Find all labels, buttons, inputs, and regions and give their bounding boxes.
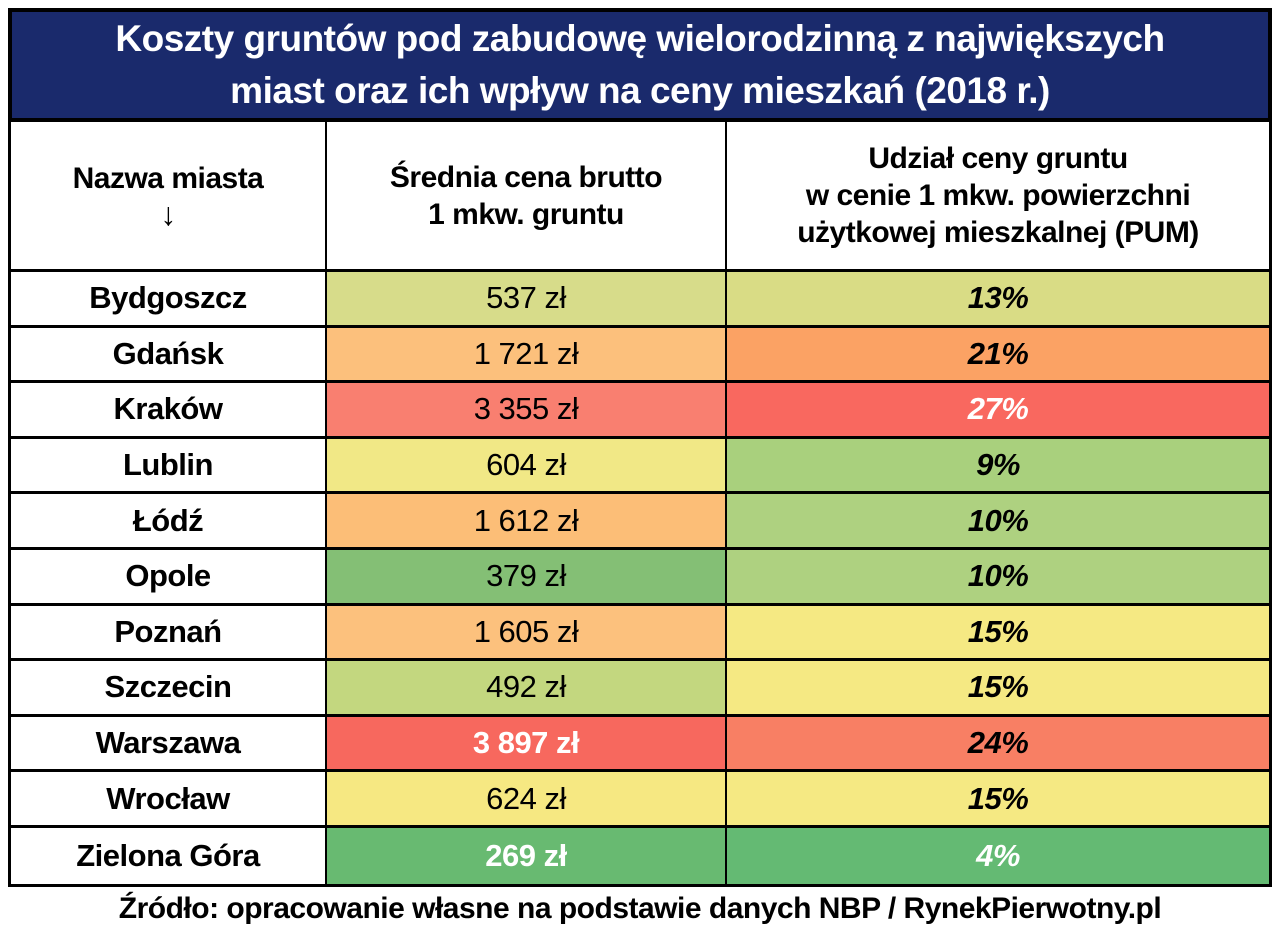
share-cell: 13% [727, 272, 1269, 328]
price-cell: 3 355 zł [327, 383, 727, 439]
share-cell: 24% [727, 716, 1269, 773]
column-header-price: Średnia cena brutto 1 mkw. gruntu [327, 122, 727, 272]
city-cell: Warszawa [11, 716, 327, 773]
column-header-share: Udział ceny gruntu w cenie 1 mkw. powier… [727, 122, 1269, 272]
share-cell: 15% [727, 661, 1269, 717]
price-cell: 379 zł [327, 549, 727, 606]
price-cell: 492 zł [327, 661, 727, 717]
city-cell: Szczecin [11, 661, 327, 717]
price-cell: 604 zł [327, 438, 727, 495]
price-cell: 537 zł [327, 272, 727, 328]
price-cell: 269 zł [327, 827, 727, 884]
city-cell: Wrocław [11, 772, 327, 828]
share-cell: 4% [727, 827, 1269, 884]
city-cell: Gdańsk [11, 327, 327, 384]
city-cell: Lublin [11, 438, 327, 495]
city-cell: Poznań [11, 605, 327, 662]
price-cell: 1 612 zł [327, 494, 727, 550]
share-cell: 9% [727, 438, 1269, 495]
share-cell: 10% [727, 549, 1269, 606]
share-cell: 10% [727, 494, 1269, 550]
price-cell: 624 zł [327, 772, 727, 828]
share-cell: 27% [727, 383, 1269, 439]
column-header-city: Nazwa miasta ↓ [11, 122, 327, 272]
price-cell: 1 605 zł [327, 605, 727, 662]
source-note: Źródło: opracowanie własne na podstawie … [8, 886, 1272, 931]
share-cell: 21% [727, 327, 1269, 384]
data-table: Nazwa miasta ↓ Średnia cena brutto 1 mkw… [8, 122, 1272, 887]
chart-title: Koszty gruntów pod zabudowę wielorodzinn… [8, 8, 1272, 122]
city-cell: Zielona Góra [11, 827, 327, 884]
price-cell: 3 897 zł [327, 716, 727, 773]
city-cell: Opole [11, 549, 327, 606]
down-arrow-icon: ↓ [160, 196, 176, 232]
price-cell: 1 721 zł [327, 327, 727, 384]
share-cell: 15% [727, 772, 1269, 828]
share-cell: 15% [727, 605, 1269, 662]
city-cell: Łódź [11, 494, 327, 550]
city-cell: Kraków [11, 383, 327, 439]
city-cell: Bydgoszcz [11, 272, 327, 328]
column-header-city-label: Nazwa miasta [72, 162, 264, 195]
